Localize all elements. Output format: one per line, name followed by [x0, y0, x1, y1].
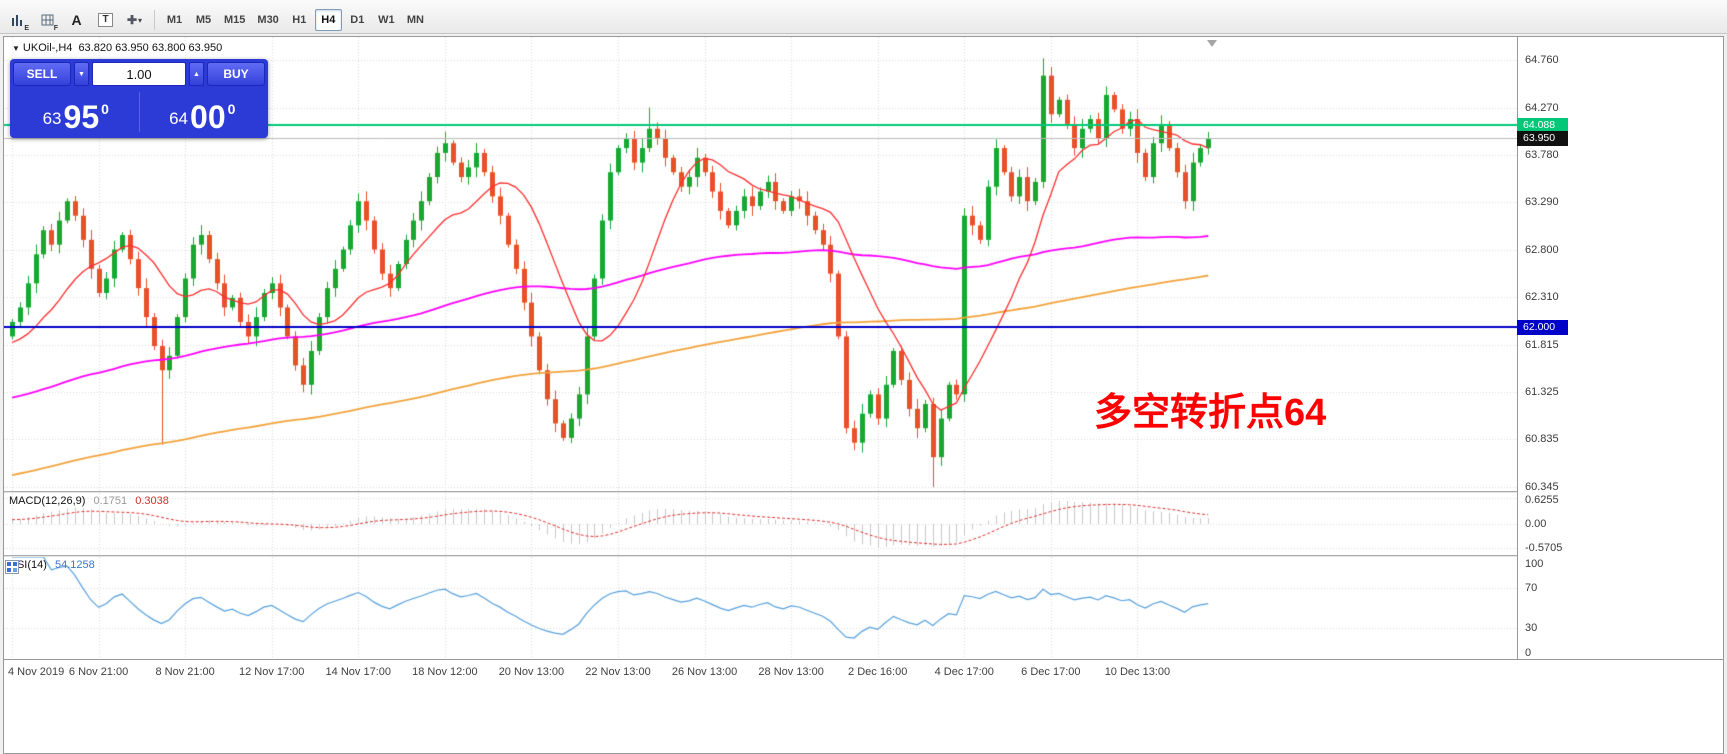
buy-button[interactable]: BUY [207, 62, 265, 86]
rsi-indicator-canvas[interactable] [4, 557, 1517, 659]
time-axis-label: 22 Nov 13:00 [585, 666, 651, 678]
axis-label: 60.345 [1525, 480, 1559, 493]
buy-price-display[interactable]: 64 00 0 [140, 89, 266, 135]
macd-name: MACD(12,26,9) [9, 495, 86, 507]
time-axis-label: 18 Nov 12:00 [412, 666, 478, 678]
rsi-value: 54.1258 [54, 559, 95, 571]
axis-label: 62.310 [1525, 290, 1559, 303]
tool-sub-label: E [24, 25, 29, 32]
sell-price-pip: 0 [101, 101, 109, 117]
time-axis-label: 28 Nov 13:00 [758, 666, 824, 678]
time-axis-label: 26 Nov 13:00 [671, 666, 738, 678]
axis-label: 0.00 [1525, 518, 1547, 530]
axis-label: 63.290 [1525, 196, 1559, 209]
timeframe-h1-button[interactable]: H1 [286, 9, 313, 31]
time-axis-label: 6 Nov 21:00 [68, 666, 129, 678]
buy-price-handle: 64 [169, 109, 189, 128]
timeframe-m5-button[interactable]: M5 [190, 9, 217, 31]
sell-price-big: 95 [63, 98, 100, 135]
ohlc-values: 63.820 63.950 63.800 63.950 [78, 42, 223, 54]
macd-signal-value: 0.3038 [135, 495, 169, 507]
timeframe-m15-button[interactable]: M15 [219, 9, 250, 31]
axis-label: 60.835 [1525, 433, 1559, 446]
price-tag-support: 62.000 [1517, 319, 1568, 335]
rsi-label: RSI(14) 54.1258 [9, 559, 95, 571]
boxed-t-glyph: T [98, 13, 113, 27]
symbol-label: UKOil-,H4 [22, 42, 73, 54]
timeframe-d1-button[interactable]: D1 [344, 9, 371, 31]
price-tag-bid: 63.950 [1517, 131, 1568, 147]
grid-glyph [41, 14, 53, 25]
macd-label: MACD(12,26,9) 0.1751 0.3038 [9, 495, 169, 507]
price-divider [138, 92, 140, 132]
time-axis-label: 2 Dec 16:00 [848, 666, 908, 678]
tool-sub-label: F [53, 25, 58, 32]
chart-annotation-text[interactable]: 多空转折点64 [1094, 392, 1327, 434]
time-axis-label: 20 Nov 13:00 [498, 666, 565, 678]
time-axis-label: 14 Nov 17:00 [325, 666, 391, 678]
axis-label: 62.800 [1525, 243, 1559, 256]
timeframe-m30-button[interactable]: M30 [252, 9, 283, 31]
timeframe-h4-button[interactable]: H4 [314, 9, 342, 31]
volume-input[interactable] [92, 62, 186, 86]
timeframe-m1-button[interactable]: M1 [161, 9, 188, 31]
axis-label: -0.5705 [1525, 541, 1563, 554]
collapse-triangle-icon[interactable]: ▼ [12, 44, 20, 53]
sell-price-display[interactable]: 63 95 0 [13, 89, 139, 135]
mini-table-icon [5, 560, 19, 574]
axis-label: 100 [1525, 558, 1544, 570]
draw-tools-icon[interactable]: ✚ ▾ [121, 8, 148, 32]
chart-shift-marker-icon [1207, 40, 1217, 47]
chart-title: ▼ UKOil-,H4 63.820 63.950 63.800 63.950 [12, 42, 222, 54]
time-axis-label: 8 Nov 21:00 [155, 666, 215, 678]
axis-label: 70 [1525, 581, 1538, 594]
axis-label: 0 [1525, 647, 1532, 659]
time-axis-label: 4 Nov 2019 [8, 666, 65, 678]
axis-label: 30 [1525, 622, 1538, 635]
bar-chart-tool-icon[interactable]: E [5, 8, 32, 32]
axis-label: 64.760 [1525, 54, 1559, 67]
grid-tool-icon[interactable]: F [34, 8, 61, 32]
bars-glyph [12, 14, 22, 26]
axis-label: 0.6255 [1525, 494, 1559, 506]
chart-toolbar: E F A T ✚ ▾ M1 M5 M15 M30 H1 H4 D1 W1 MN [0, 0, 1727, 34]
time-axis-label: 10 Dec 13:00 [1104, 666, 1171, 678]
macd-indicator-canvas[interactable] [4, 493, 1517, 555]
timeframe-w1-button[interactable]: W1 [373, 9, 400, 31]
axis-label: 61.815 [1525, 338, 1559, 351]
letter-a-glyph: A [71, 12, 82, 28]
crosshair-glyph: ✚ [126, 13, 138, 27]
pane-splitter[interactable] [4, 555, 1723, 557]
sell-price-handle: 63 [42, 109, 62, 128]
chevron-down-icon: ▾ [138, 15, 143, 25]
time-axis-label: 6 Dec 17:00 [1021, 666, 1081, 678]
price-tag-level: 64.088 [1517, 118, 1568, 134]
time-axis-label: 12 Nov 17:00 [238, 666, 305, 678]
volume-down-button[interactable]: ▼ [74, 62, 89, 86]
timeframe-mn-button[interactable]: MN [402, 9, 429, 31]
one-click-trading-panel: SELL ▼ ▲ BUY 63 95 0 64 00 0 [10, 59, 268, 138]
axis-label: 61.325 [1525, 385, 1559, 398]
text-label-tool-icon[interactable]: T [92, 8, 119, 32]
time-axis-label: 4 Dec 17:00 [934, 666, 994, 678]
chart-window: ▼ UKOil-,H4 63.820 63.950 63.800 63.950 SE… [3, 36, 1724, 754]
buy-price-pip: 0 [227, 101, 236, 117]
text-tool-icon[interactable]: A [63, 8, 90, 32]
volume-up-button[interactable]: ▲ [189, 62, 204, 86]
toolbar-separator [154, 10, 155, 30]
time-axis[interactable]: 4 Nov 2019 6 Nov 21:00 8 Nov 21:00 12 Nov 1… [4, 659, 1723, 687]
axis-label: 63.780 [1525, 148, 1559, 161]
buy-price-big: 00 [190, 98, 226, 135]
macd-main-value: 0.1751 [93, 495, 128, 507]
sell-button[interactable]: SELL [13, 62, 71, 86]
pane-splitter[interactable] [4, 491, 1723, 493]
axis-label: 64.270 [1525, 101, 1559, 114]
